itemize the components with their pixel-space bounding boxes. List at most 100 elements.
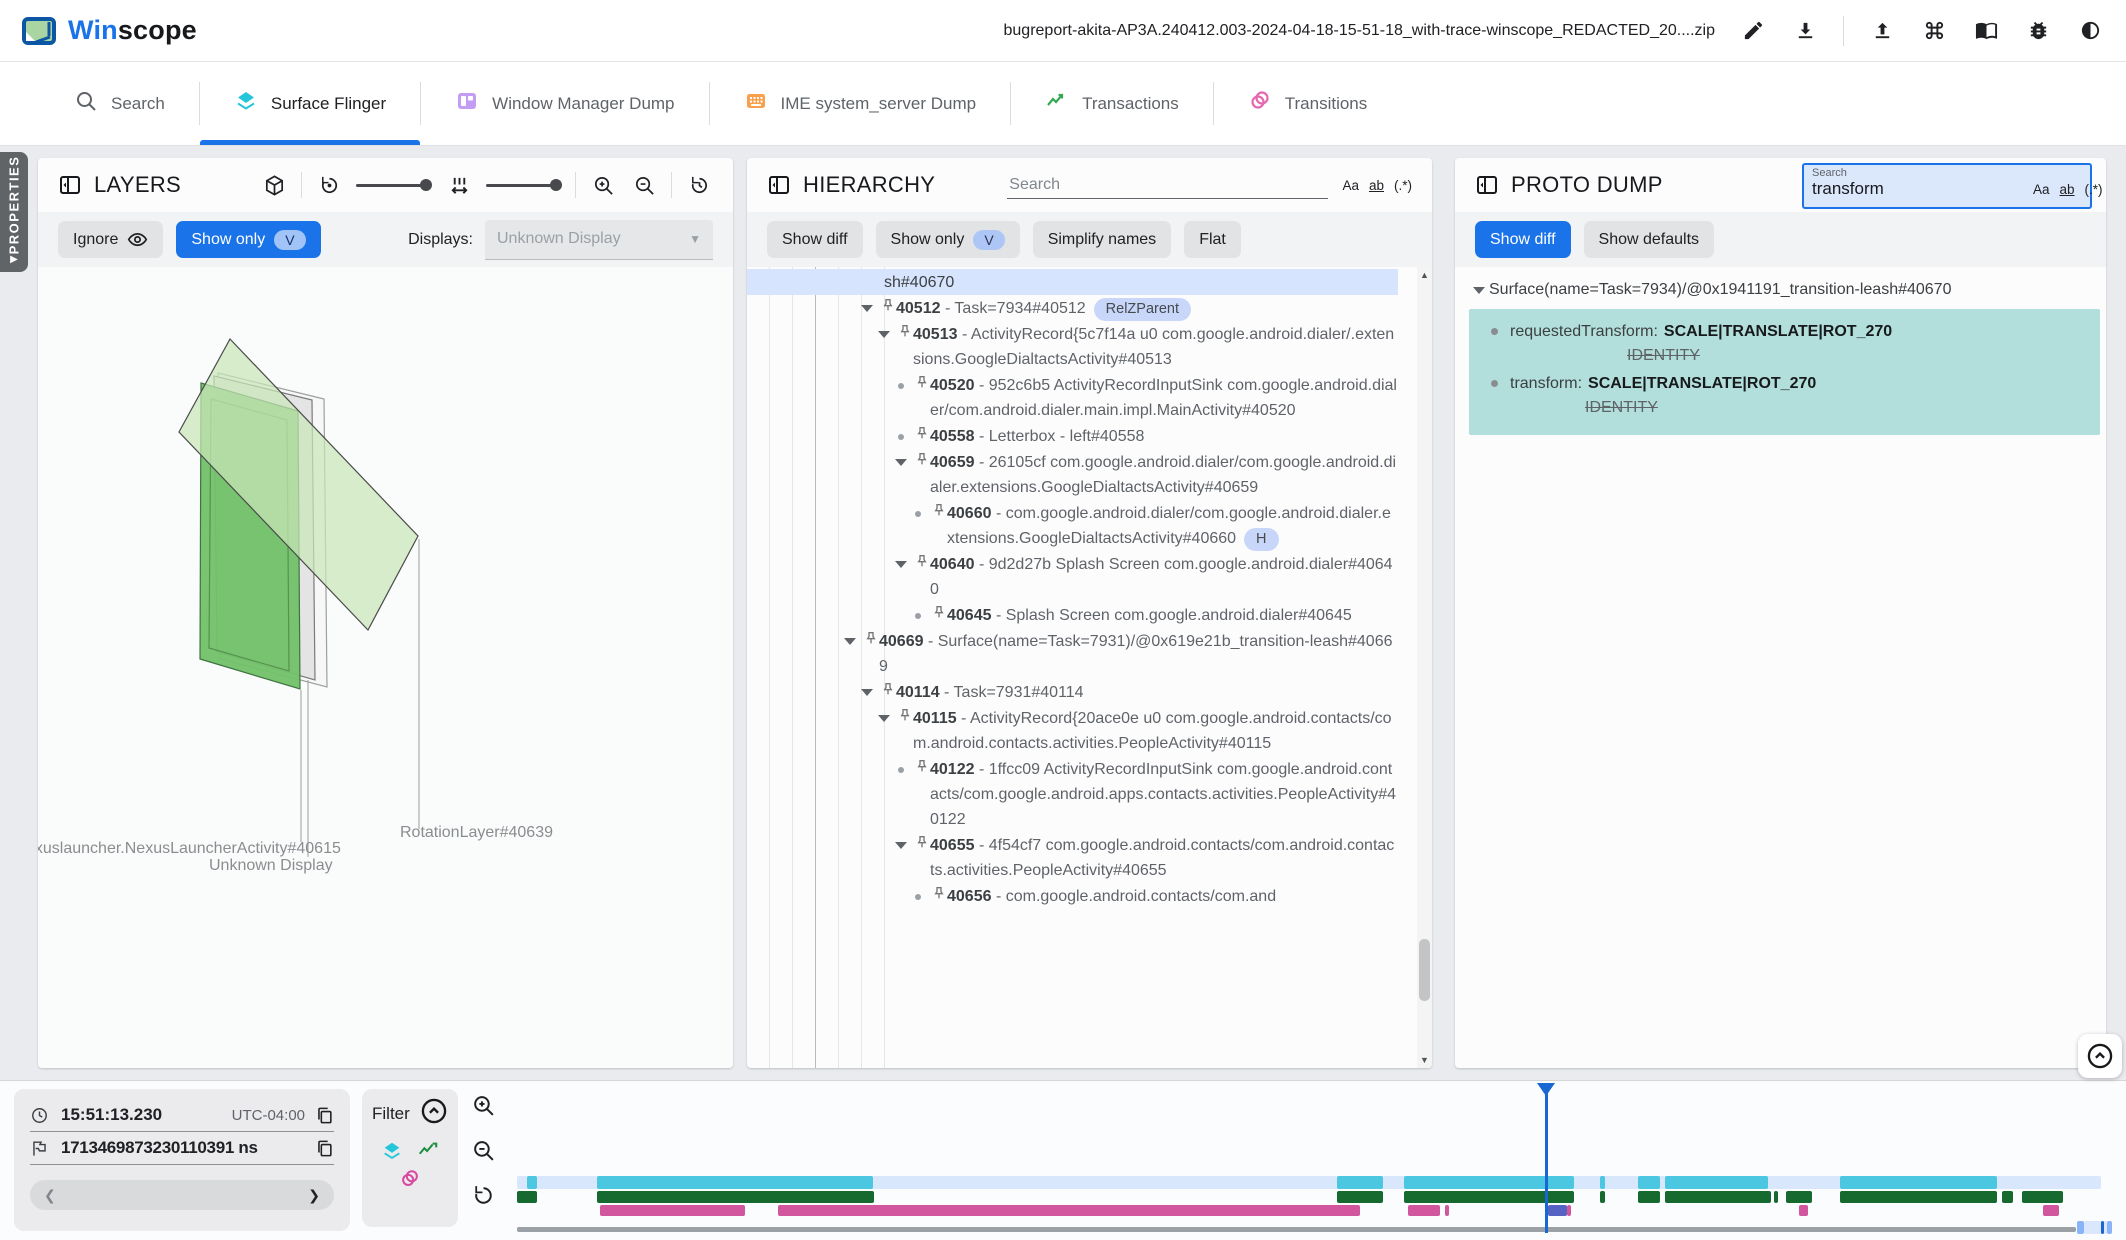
pin-node-icon[interactable] [880, 296, 896, 321]
pin-node-icon[interactable] [897, 706, 913, 731]
trace-segment-surface-flinger[interactable] [1404, 1176, 1574, 1189]
match-word-toggle[interactable]: ab [2059, 181, 2075, 197]
trace-segment-transactions[interactable] [1337, 1191, 1383, 1203]
match-case-toggle[interactable]: Aa [1342, 177, 1359, 193]
pin-node-icon[interactable] [931, 603, 947, 628]
hierarchy-search-input[interactable] [1007, 171, 1329, 199]
layers-3d-canvas[interactable]: RotationLayer#40639 exuslauncher.NexusLau… [38, 267, 733, 1068]
pin-node-icon[interactable] [914, 373, 930, 398]
tab-surface-flinger[interactable]: Surface Flinger [199, 62, 421, 145]
hierarchy-node-40640[interactable]: 40640 - 9d2d27b Splash Screen com.google… [747, 551, 1398, 602]
rotation-slider[interactable] [356, 179, 432, 191]
hierarchy-node-40659[interactable]: 40659 - 26105cf com.google.android.diale… [747, 449, 1398, 500]
trace-segment-transitions[interactable] [1408, 1205, 1440, 1216]
show-diff-chip[interactable]: Show diff [1475, 221, 1571, 258]
human-time-field[interactable]: 15:51:13.230 UTC-04:00 [30, 1099, 334, 1132]
timeline-cursor-line[interactable] [1545, 1084, 1548, 1233]
hierarchy-node-40645[interactable]: 40645 - Splash Screen com.google.android… [747, 602, 1398, 628]
spacing-slider[interactable] [486, 179, 562, 191]
flat-chip[interactable]: Flat [1184, 221, 1241, 258]
trace-segment-surface-flinger[interactable] [527, 1176, 537, 1189]
collapse-arrow-icon[interactable] [878, 715, 890, 722]
transactions-trace-icon[interactable] [417, 1140, 439, 1162]
ns-time-field[interactable]: 1713469873230110391 ns [30, 1132, 334, 1165]
3d-view-icon[interactable] [260, 171, 288, 199]
hierarchy-node-40656[interactable]: 40656 - com.google.android.contacts/com.… [747, 883, 1398, 909]
hierarchy-node-40122[interactable]: 40122 - 1ffcc09 ActivityRecordInputSink … [747, 756, 1398, 832]
panel-collapse-icon[interactable] [1475, 173, 1499, 197]
trace-segment-transactions[interactable] [517, 1191, 537, 1203]
next-entry-button[interactable]: ❯ [308, 1186, 320, 1203]
trace-segment-transactions[interactable] [2002, 1191, 2013, 1203]
trace-segment-transactions[interactable] [1404, 1191, 1574, 1203]
timeline-scrollbar-track[interactable] [517, 1227, 2076, 1232]
regex-toggle[interactable]: (.*) [1394, 177, 1412, 193]
minimap-handle[interactable] [2104, 1221, 2107, 1234]
trace-segment-transitions[interactable] [778, 1205, 1360, 1216]
edit-file-icon[interactable] [1739, 17, 1767, 45]
timeline-zoom-reset-icon[interactable] [471, 1183, 496, 1208]
trace-segment-transactions[interactable] [1638, 1191, 1660, 1203]
trace-segment-transitions[interactable] [1799, 1205, 1808, 1216]
trace-segment-transactions[interactable] [1774, 1191, 1778, 1203]
pin-node-icon[interactable] [914, 833, 930, 858]
match-word-toggle[interactable]: ab [1368, 177, 1384, 193]
pin-node-icon[interactable] [914, 552, 930, 577]
simplify-names-chip[interactable]: Simplify names [1032, 221, 1172, 258]
trace-segment-surface-flinger[interactable] [1337, 1176, 1383, 1189]
trace-segment-transitions[interactable] [1445, 1205, 1449, 1216]
tab-transitions[interactable]: Transitions [1214, 62, 1402, 145]
properties-collapsed-tab[interactable]: PROPERTIES ▶ [0, 152, 28, 272]
show-only-visible-chip[interactable]: Show only V [875, 221, 1020, 258]
collapse-arrow-icon[interactable] [844, 638, 856, 645]
proto-search-input[interactable] [1812, 179, 2033, 199]
minimap-handle[interactable] [2084, 1221, 2101, 1234]
show-defaults-chip[interactable]: Show defaults [1583, 221, 1715, 258]
zoom-in-icon[interactable] [589, 171, 617, 199]
timeline-canvas[interactable] [517, 1081, 2113, 1240]
tab-ime-system-server-dump[interactable]: IME system_server Dump [710, 62, 1011, 145]
minimap-handle[interactable] [2077, 1221, 2084, 1234]
collapse-arrow-icon[interactable] [861, 689, 873, 696]
match-case-toggle[interactable]: Aa [2033, 181, 2050, 197]
trace-segment-transactions[interactable] [1600, 1191, 1605, 1203]
hierarchy-node-40669[interactable]: 40669 - Surface(name=Task=7931)/@0x619e2… [747, 628, 1398, 679]
pin-node-icon[interactable] [880, 680, 896, 705]
timeline-zoom-in-icon[interactable] [471, 1093, 496, 1118]
shortcuts-icon[interactable] [1920, 17, 1948, 45]
collapse-arrow-icon[interactable] [861, 305, 873, 312]
pin-node-icon[interactable] [931, 884, 947, 909]
collapse-arrow-icon[interactable] [1473, 286, 1485, 294]
report-bug-icon[interactable] [2024, 17, 2052, 45]
hierarchy-node-40655[interactable]: 40655 - 4f54cf7 com.google.android.conta… [747, 832, 1398, 883]
collapse-filter-icon[interactable] [420, 1097, 448, 1130]
trace-segment-transitions[interactable] [1548, 1205, 1567, 1216]
hierarchy-node-40558[interactable]: 40558 - Letterbox - left#40558 [747, 423, 1398, 449]
panel-collapse-icon[interactable] [767, 173, 791, 197]
hierarchy-node-40512[interactable]: 40512 - Task=7934#40512 RelZParent [747, 295, 1398, 321]
surface-flinger-trace-icon[interactable] [381, 1140, 403, 1162]
trace-segment-surface-flinger[interactable] [1665, 1176, 1768, 1189]
collapse-arrow-icon[interactable] [878, 331, 890, 338]
proto-property-transform[interactable]: transform: SCALE|TRANSLATE|ROT_270 IDENTIT… [1477, 371, 2092, 419]
prev-entry-button[interactable]: ❮ [44, 1186, 56, 1203]
download-traces-icon[interactable] [1791, 17, 1819, 45]
copy-time-icon[interactable] [315, 1106, 334, 1125]
trace-segment-surface-flinger[interactable] [597, 1176, 873, 1189]
rotation-layer-rect[interactable] [178, 337, 419, 632]
reset-view-icon[interactable] [685, 171, 713, 199]
collapse-arrow-icon[interactable] [895, 561, 907, 568]
zoom-out-icon[interactable] [630, 171, 658, 199]
hierarchy-node-40660[interactable]: 40660 - com.google.android.dialer/com.go… [747, 500, 1398, 551]
pin-node-icon[interactable] [914, 424, 930, 449]
hierarchy-node-continuation[interactable]: sh#40670 [747, 269, 1398, 295]
minimap-handle[interactable] [2101, 1221, 2104, 1234]
scrollbar-thumb[interactable] [1419, 939, 1430, 1001]
collapse-arrow-icon[interactable] [895, 459, 907, 466]
pin-node-icon[interactable] [931, 501, 947, 526]
trace-segment-transactions[interactable] [597, 1191, 874, 1203]
documentation-icon[interactable] [1972, 17, 2000, 45]
timeline-cursor-handle[interactable] [1537, 1083, 1555, 1096]
collapse-arrow-icon[interactable] [895, 842, 907, 849]
trace-segment-surface-flinger[interactable] [1600, 1176, 1605, 1189]
